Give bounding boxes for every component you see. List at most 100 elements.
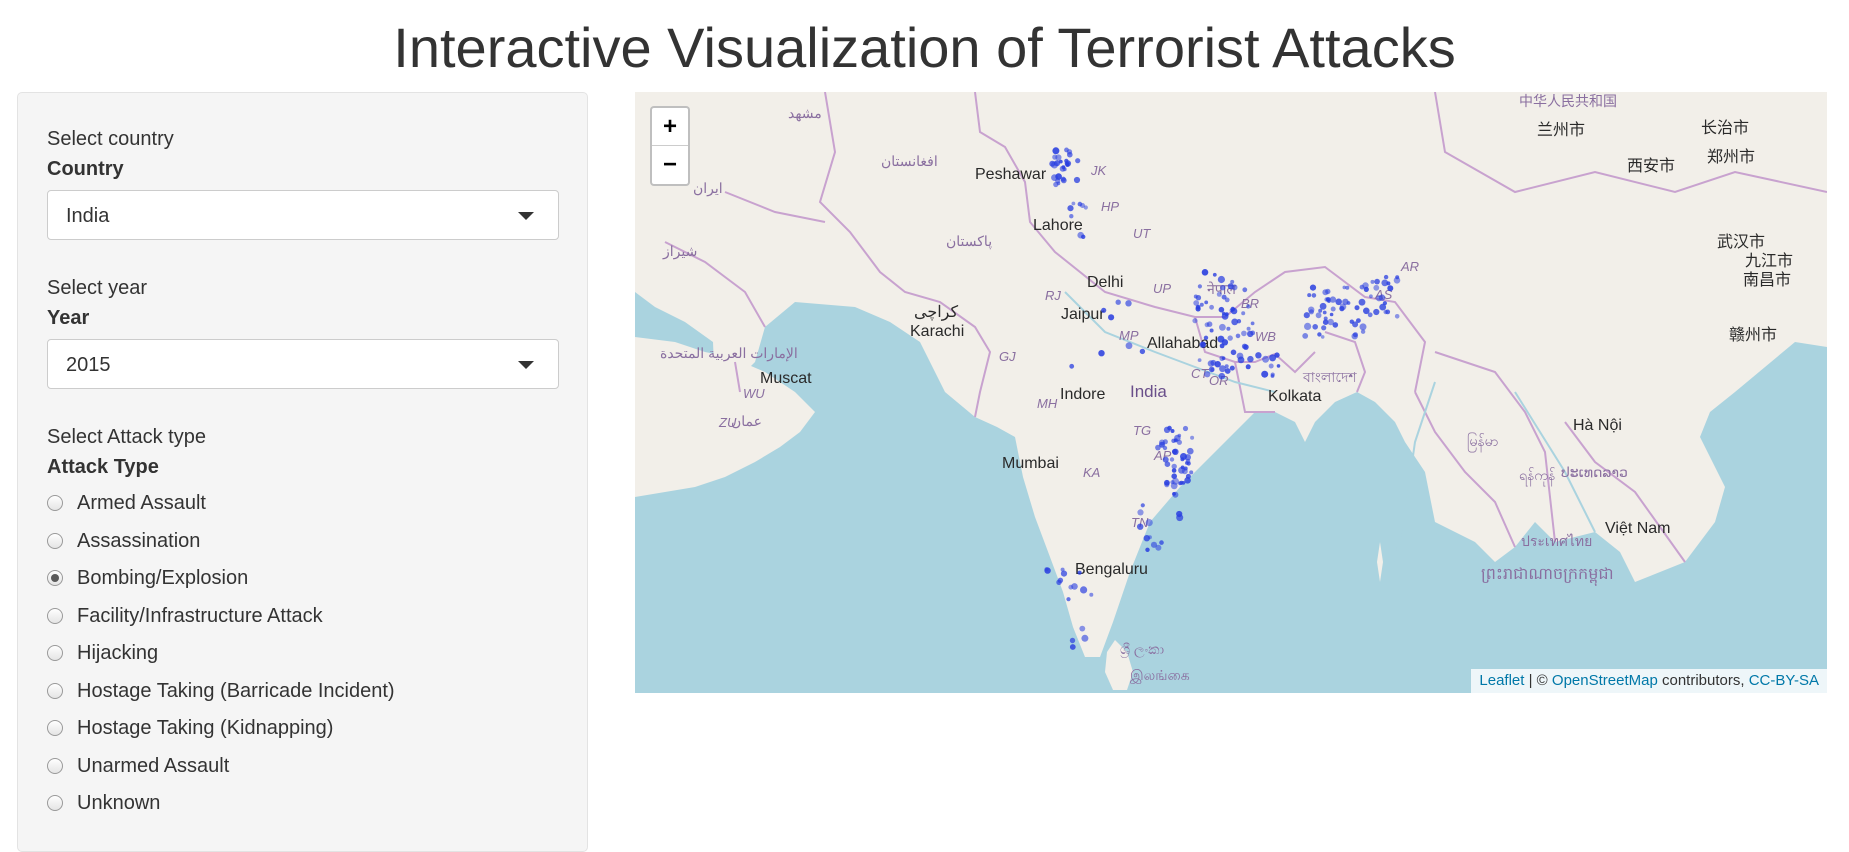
attack-marker[interactable] <box>1139 348 1146 355</box>
attack-marker[interactable] <box>1330 306 1336 312</box>
attack-marker[interactable] <box>1171 438 1176 443</box>
attack-marker[interactable] <box>1051 174 1058 181</box>
attack-marker[interactable] <box>1081 634 1089 642</box>
attack-marker[interactable] <box>1374 278 1380 285</box>
attack-marker[interactable] <box>1307 293 1312 298</box>
attack-marker[interactable] <box>1207 360 1215 367</box>
attack-marker[interactable] <box>1069 214 1074 219</box>
attack-marker[interactable] <box>1393 277 1401 284</box>
attack-marker[interactable] <box>1172 449 1178 455</box>
attack-marker[interactable] <box>1181 481 1186 485</box>
attack-marker[interactable] <box>1378 294 1386 301</box>
attack-marker[interactable] <box>1170 429 1175 433</box>
attack-marker[interactable] <box>1143 535 1150 542</box>
attack-marker[interactable] <box>1224 368 1231 374</box>
attack-marker[interactable] <box>1197 284 1202 289</box>
attack-marker[interactable] <box>1055 154 1062 161</box>
attack-marker[interactable] <box>1044 567 1051 574</box>
attack-marker[interactable] <box>1327 318 1334 326</box>
attack-marker[interactable] <box>1324 297 1329 302</box>
leaflet-link[interactable]: Leaflet <box>1479 672 1525 689</box>
attack-marker[interactable] <box>1178 481 1183 486</box>
attack-marker[interactable] <box>1204 371 1211 378</box>
attack-marker[interactable] <box>1381 279 1389 287</box>
attack-marker[interactable] <box>1155 444 1161 451</box>
attack-marker[interactable] <box>1342 298 1349 305</box>
attack-marker[interactable] <box>1322 319 1329 325</box>
attack-marker[interactable] <box>1363 307 1370 315</box>
attack-marker[interactable] <box>1242 287 1248 293</box>
attack-marker[interactable] <box>1221 294 1227 300</box>
attack-marker[interactable] <box>1226 326 1231 331</box>
attack-marker[interactable] <box>1200 341 1206 348</box>
attack-marker[interactable] <box>1080 586 1088 594</box>
attack-marker[interactable] <box>1268 363 1274 369</box>
attack-marker[interactable] <box>1125 300 1132 307</box>
attack-marker[interactable] <box>1164 482 1170 488</box>
attack-marker[interactable] <box>1052 147 1060 155</box>
attack-marker[interactable] <box>1162 445 1168 451</box>
attack-marker[interactable] <box>1069 363 1075 369</box>
attack-marker[interactable] <box>1303 312 1310 319</box>
attack-marker[interactable] <box>1073 176 1081 184</box>
attack-marker[interactable] <box>1379 303 1387 311</box>
attack-marker[interactable] <box>1217 335 1225 343</box>
attack-marker[interactable] <box>1203 335 1209 340</box>
attack-marker[interactable] <box>1354 305 1360 311</box>
attack-marker[interactable] <box>1315 312 1322 319</box>
attack-marker[interactable] <box>1199 302 1204 307</box>
attack-marker[interactable] <box>1320 335 1325 339</box>
attack-marker[interactable] <box>1101 307 1107 313</box>
attack-marker[interactable] <box>1312 324 1318 330</box>
attack-marker[interactable] <box>1246 304 1251 309</box>
attack-marker[interactable] <box>1206 321 1213 327</box>
attack-marker[interactable] <box>1197 358 1202 362</box>
attack-marker[interactable] <box>1329 296 1337 303</box>
attack-marker[interactable] <box>1358 298 1366 306</box>
attack-marker[interactable] <box>1269 354 1277 362</box>
attack-marker[interactable] <box>1172 492 1176 496</box>
attack-marker[interactable] <box>1212 272 1217 277</box>
attack-marker[interactable] <box>1318 308 1323 313</box>
attack-marker[interactable] <box>1262 355 1270 363</box>
attack-marker[interactable] <box>1089 592 1094 597</box>
attack-marker[interactable] <box>1367 312 1373 318</box>
attack-marker[interactable] <box>1164 461 1171 468</box>
attack-marker[interactable] <box>1056 181 1061 186</box>
attack-marker[interactable] <box>1080 203 1085 208</box>
attack-marker[interactable] <box>1098 350 1105 357</box>
attack-marker[interactable] <box>1224 297 1230 303</box>
radio-button-icon[interactable] <box>47 683 63 699</box>
attack-marker[interactable] <box>1230 279 1235 284</box>
attack-marker[interactable] <box>1373 284 1380 291</box>
attack-marker[interactable] <box>1145 519 1153 527</box>
attack-marker[interactable] <box>1068 584 1074 590</box>
attack-marker[interactable] <box>1309 284 1317 291</box>
attack-marker[interactable] <box>1060 177 1067 184</box>
attack-marker[interactable] <box>1125 342 1133 350</box>
attack-marker[interactable] <box>1115 299 1121 305</box>
radio-button-icon[interactable] <box>47 533 63 549</box>
attack-marker[interactable] <box>1319 302 1327 310</box>
attack-marker[interactable] <box>1054 160 1060 167</box>
attack-marker[interactable] <box>1383 274 1389 280</box>
attack-marker[interactable] <box>1145 547 1150 552</box>
attack-marker[interactable] <box>1171 468 1177 473</box>
attack-marker[interactable] <box>1159 439 1165 446</box>
attack-marker[interactable] <box>1339 303 1347 311</box>
attack-marker[interactable] <box>1176 439 1182 445</box>
attack-marker[interactable] <box>1180 453 1187 460</box>
attack-marker[interactable] <box>1230 306 1236 312</box>
attack-marker[interactable] <box>1192 318 1198 324</box>
attack-marker[interactable] <box>1060 570 1068 577</box>
attack-marker[interactable] <box>1057 577 1064 583</box>
attack-marker[interactable] <box>1227 283 1234 290</box>
attack-marker[interactable] <box>1059 165 1066 172</box>
attack-marker[interactable] <box>1065 162 1070 167</box>
attack-marker[interactable] <box>1370 279 1375 284</box>
country-select[interactable]: India <box>47 190 559 240</box>
attack-marker[interactable] <box>1352 321 1359 328</box>
radio-button-icon[interactable] <box>47 795 63 811</box>
attack-marker[interactable] <box>1308 306 1315 313</box>
attack-marker[interactable] <box>1335 298 1342 306</box>
